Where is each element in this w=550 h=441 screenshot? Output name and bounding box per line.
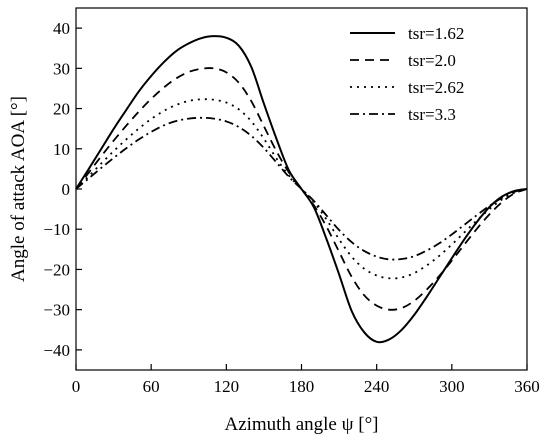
x-axis-title: Azimuth angle ψ [°] xyxy=(224,414,378,435)
x-tick-label: 120 xyxy=(214,377,240,396)
legend-label-3: tsr=2.62 xyxy=(408,78,464,97)
y-tick-label: −40 xyxy=(43,341,70,360)
y-tick-label: 30 xyxy=(53,59,70,78)
x-tick-label: 0 xyxy=(72,377,81,396)
series-line-4 xyxy=(75,116,528,261)
plot-frame xyxy=(75,7,528,371)
legend-label-1: tsr=1.62 xyxy=(408,24,464,43)
y-tick-label: −20 xyxy=(43,260,70,279)
legend: tsr=1.62 tsr=2.0 tsr=2.62 tsr=3.3 xyxy=(350,24,464,124)
y-tick-label: 40 xyxy=(53,19,70,38)
y-tick-label: 10 xyxy=(53,140,70,159)
x-tick-label: 180 xyxy=(289,377,315,396)
series-lines xyxy=(75,35,528,344)
x-tick-label: 240 xyxy=(364,377,390,396)
x-tick-label: 360 xyxy=(514,377,540,396)
axis-ticks: 0 60 120 180 240 300 360 −40 −30 −20 −10 0 10 20 30 40 xyxy=(43,19,539,396)
y-axis-title: Angle of attack AOA [°] xyxy=(8,96,29,282)
x-tick-label: 60 xyxy=(143,377,160,396)
y-tick-label: 0 xyxy=(62,180,71,199)
legend-label-2: tsr=2.0 xyxy=(408,51,456,70)
y-tick-label: −10 xyxy=(43,220,70,239)
series-line-2 xyxy=(75,67,528,311)
y-tick-label: 20 xyxy=(53,100,70,119)
x-tick-label: 300 xyxy=(439,377,465,396)
legend-label-4: tsr=3.3 xyxy=(408,105,456,124)
y-tick-label: −30 xyxy=(43,301,70,320)
